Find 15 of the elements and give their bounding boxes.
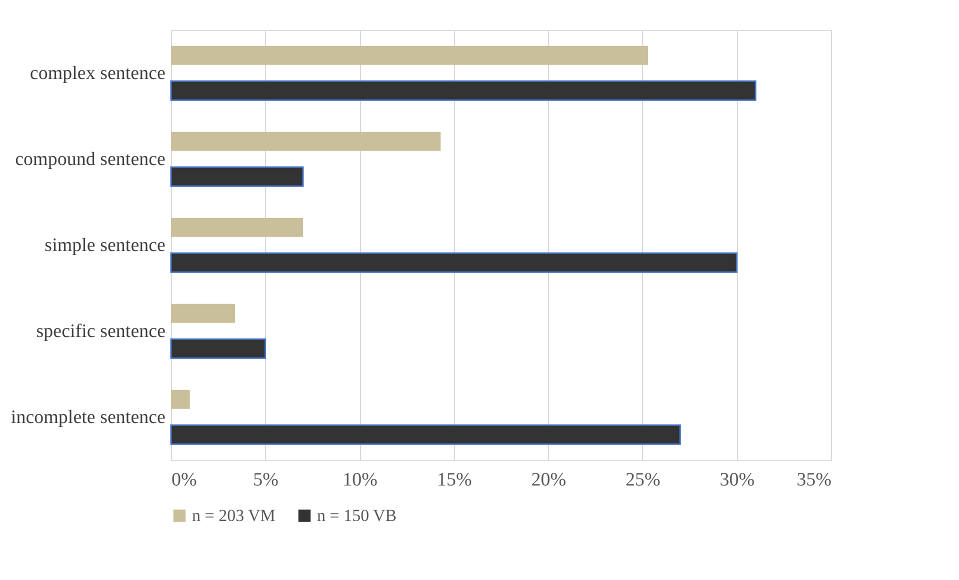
x-tick-label: 25% [626, 470, 661, 490]
y-tick-label: specific sentence [36, 321, 166, 342]
y-tick-label: compound sentence [15, 149, 166, 170]
x-tick-label: 5% [253, 470, 279, 490]
x-tick-label: 30% [720, 470, 755, 490]
x-tick-label: 35% [796, 470, 832, 490]
y-tick-label: complex sentence [30, 63, 166, 84]
x-tick-label: 0% [172, 470, 197, 490]
y-tick-label: simple sentence [44, 235, 166, 256]
legend-label: n = 150 VB [317, 506, 397, 525]
y-tick-label: incomplete sentence [10, 407, 166, 428]
x-tick-label: 10% [342, 470, 378, 490]
x-tick-label: 20% [531, 470, 566, 490]
legend-label: n = 203 VM [192, 506, 276, 525]
x-tick-label: 15% [436, 470, 472, 490]
